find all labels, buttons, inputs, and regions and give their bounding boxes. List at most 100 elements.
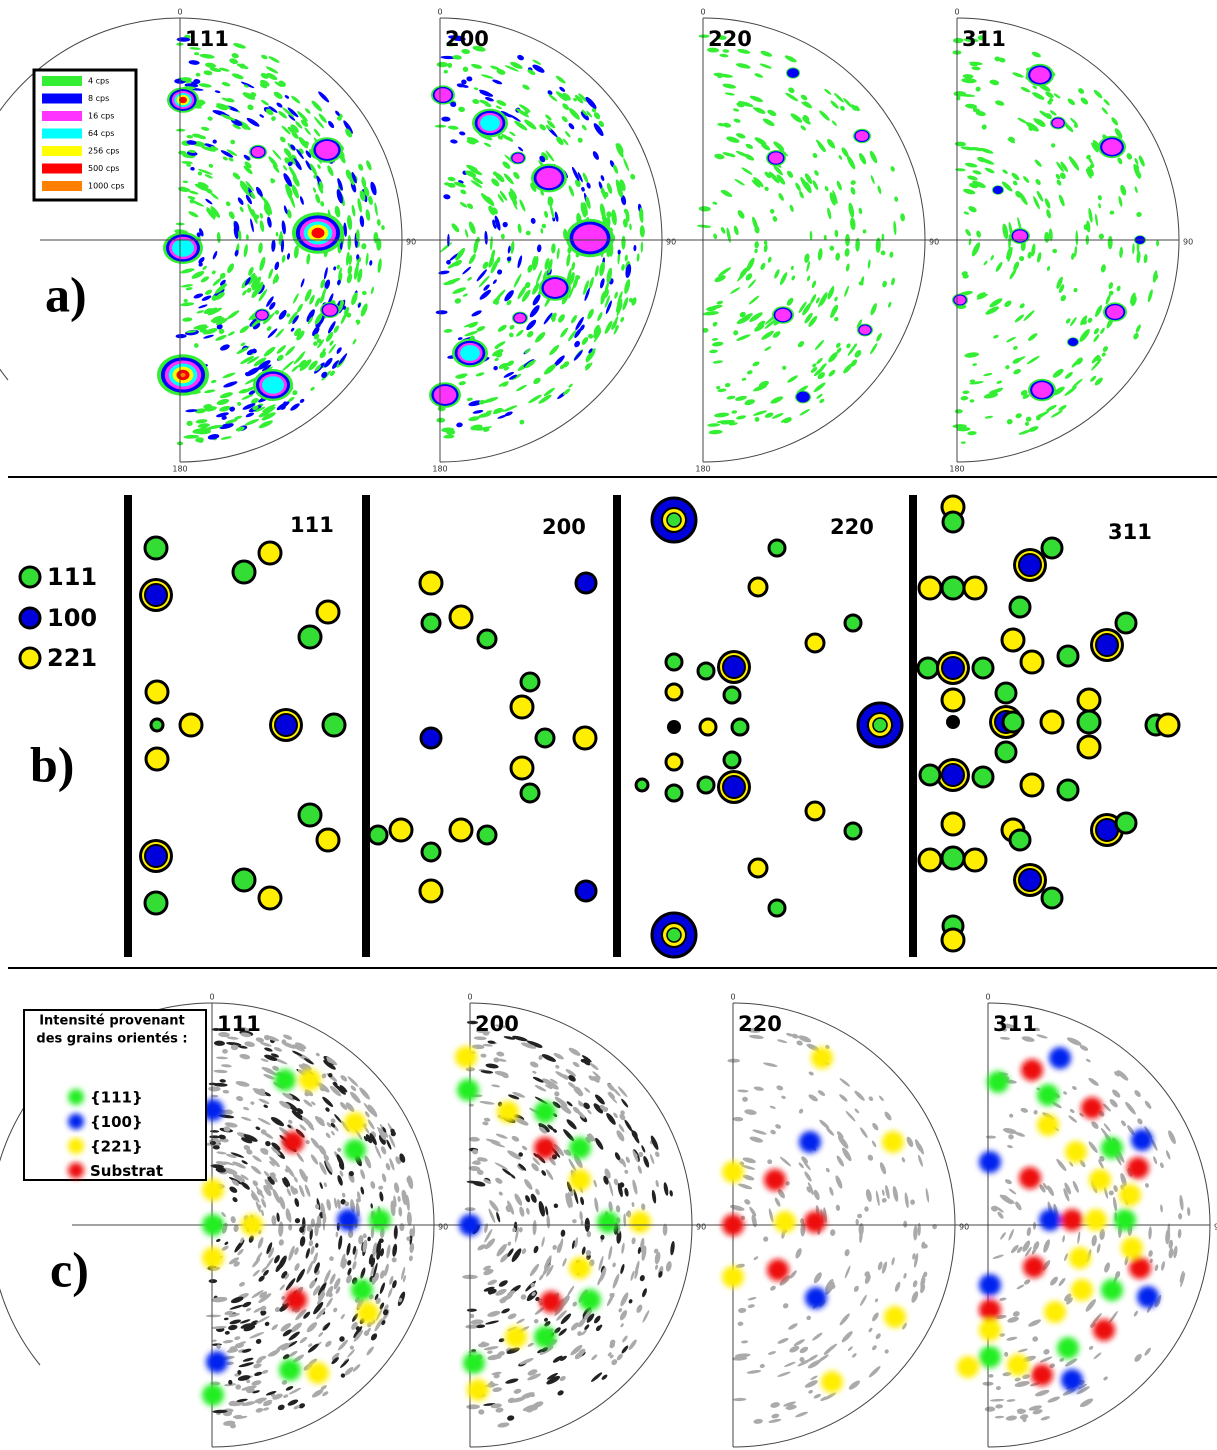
texture	[835, 1175, 843, 1189]
texture	[1034, 159, 1042, 167]
texture	[1101, 352, 1106, 357]
texture	[229, 1319, 242, 1325]
texture	[804, 1171, 812, 1182]
texture	[577, 137, 583, 143]
texture	[1095, 213, 1098, 227]
texture	[812, 1332, 823, 1341]
texture	[563, 361, 570, 368]
texture	[1013, 369, 1021, 375]
texture	[641, 1203, 646, 1211]
texture	[830, 100, 839, 109]
texture	[558, 1328, 567, 1336]
texture	[482, 261, 489, 269]
texture	[260, 79, 270, 87]
texture	[554, 1306, 564, 1316]
texture	[702, 311, 719, 316]
pole	[1076, 687, 1102, 713]
texture	[480, 1070, 494, 1074]
texture	[213, 1040, 226, 1046]
texture	[282, 1329, 292, 1337]
texture	[296, 1108, 304, 1115]
texture	[532, 1076, 544, 1083]
texture	[921, 1241, 926, 1249]
texture	[965, 229, 971, 237]
texture	[1087, 317, 1093, 323]
texture	[260, 1058, 269, 1062]
texture	[827, 286, 835, 300]
panel-label: b)	[30, 736, 74, 792]
texture	[326, 1122, 332, 1128]
texture	[632, 1179, 638, 1195]
texture	[1080, 315, 1088, 326]
texture	[196, 310, 205, 314]
texture	[483, 142, 492, 148]
texture	[204, 174, 213, 179]
texture	[613, 1112, 618, 1119]
texture	[742, 1174, 755, 1181]
texture	[337, 1339, 349, 1351]
texture	[918, 1154, 923, 1167]
texture	[1017, 117, 1028, 124]
texture	[283, 165, 288, 171]
texture	[1056, 161, 1064, 172]
texture	[1024, 1279, 1031, 1285]
texture	[1051, 143, 1056, 148]
texture	[1006, 1336, 1018, 1341]
texture	[328, 1072, 333, 1078]
texture	[517, 255, 523, 269]
texture	[952, 37, 964, 44]
texture	[386, 1244, 391, 1259]
texture	[581, 336, 589, 345]
texture	[747, 1297, 757, 1301]
texture	[447, 125, 459, 130]
texture	[868, 1327, 873, 1333]
texture	[504, 65, 519, 72]
texture	[771, 1413, 780, 1419]
texture	[241, 1160, 248, 1165]
texture	[620, 1323, 624, 1328]
texture	[602, 1106, 609, 1113]
texture	[768, 1208, 774, 1223]
orientation-blob	[285, 1289, 307, 1311]
texture	[388, 1134, 396, 1148]
texture	[989, 79, 1000, 86]
texture	[829, 1186, 834, 1196]
orientation-blob	[1061, 1209, 1083, 1231]
texture	[799, 190, 804, 199]
texture	[901, 1157, 906, 1163]
texture	[472, 45, 486, 52]
texture	[263, 1104, 268, 1108]
texture	[289, 1350, 298, 1357]
texture	[476, 325, 486, 332]
texture	[539, 155, 546, 163]
texture	[459, 131, 466, 136]
texture	[559, 1376, 566, 1381]
texture	[588, 1133, 596, 1142]
texture	[274, 81, 283, 87]
texture	[243, 165, 253, 175]
texture	[1028, 426, 1039, 432]
texture	[789, 1345, 800, 1353]
texture	[790, 113, 803, 123]
texture	[464, 330, 478, 337]
texture	[304, 288, 312, 302]
texture	[257, 1117, 271, 1125]
texture	[363, 1125, 370, 1134]
texture	[224, 1330, 230, 1335]
pole	[572, 725, 598, 751]
orientation-blob	[767, 1259, 789, 1281]
texture	[767, 109, 777, 117]
texture	[580, 1219, 584, 1226]
texture	[960, 146, 977, 151]
texture	[346, 273, 353, 284]
texture	[1026, 355, 1040, 365]
texture	[287, 107, 299, 118]
texture	[547, 1124, 554, 1131]
texture	[447, 279, 456, 285]
texture	[651, 1189, 657, 1204]
texture	[267, 408, 273, 413]
texture	[1116, 1070, 1129, 1081]
texture	[738, 101, 754, 107]
texture	[397, 1195, 401, 1203]
texture	[259, 256, 266, 271]
